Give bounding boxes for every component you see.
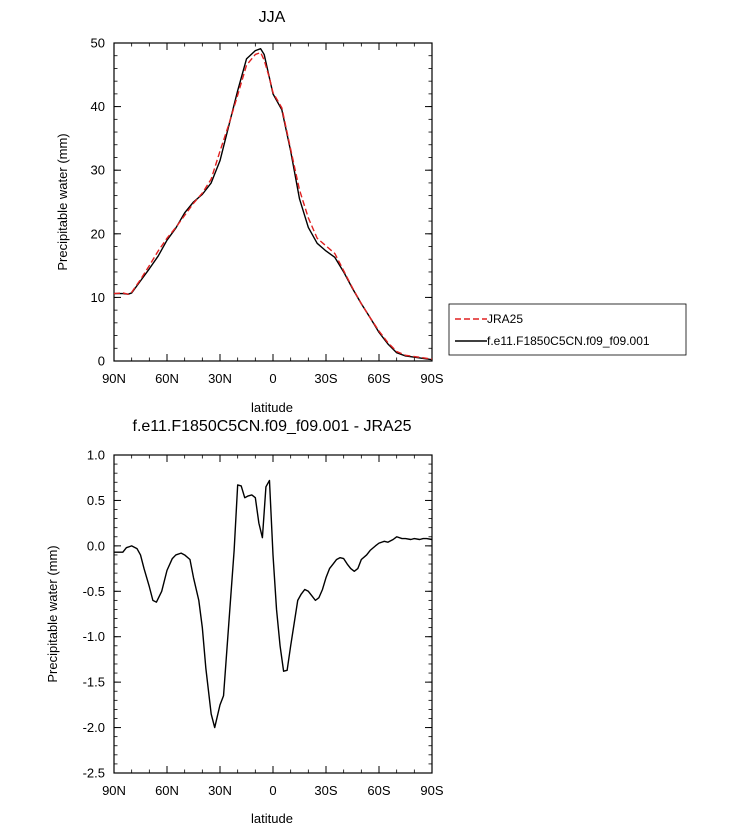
legend-label-model: f.e11.F1850C5CN.f09_f09.001 — [487, 334, 650, 348]
top-x-tick-label: 0 — [269, 371, 276, 386]
legend-box — [448, 303, 687, 356]
bottom-y-tick-label: -1.0 — [83, 629, 105, 644]
bottom-chart-title: f.e11.F1850C5CN.f09_f09.001 - JRA25 — [133, 418, 412, 435]
top-x-axis-label: latitude — [251, 400, 293, 415]
bottom-x-axis-label: latitude — [251, 811, 293, 826]
legend-label-jra25: JRA25 — [487, 312, 523, 326]
bottom-x-tick-label: 60N — [155, 783, 179, 798]
top-chart-title: JJA — [259, 9, 286, 26]
bottom-y-tick-label: 1.0 — [87, 448, 105, 463]
bottom-y-tick-label: -2.5 — [83, 766, 105, 781]
bottom-series-line-0 — [114, 479, 433, 729]
top-x-tick-label: 30S — [314, 371, 337, 386]
top-y-tick-label: 50 — [91, 36, 105, 51]
top-y-tick-label: 10 — [91, 290, 105, 305]
bottom-x-tick-label: 30S — [314, 783, 337, 798]
top-x-tick-label: 60S — [367, 371, 390, 386]
bottom-panel: f.e11.F1850C5CN.f09_f09.001 - JRA25 90N 6… — [45, 418, 444, 826]
legend: JRA25 f.e11.F1850C5CN.f09_f09.001 — [448, 303, 687, 356]
top-x-tick-label: 90S — [420, 371, 443, 386]
top-x-tick-label: 30N — [208, 371, 232, 386]
top-y-tick-label: 30 — [91, 163, 105, 178]
bottom-x-tick-label: 90N — [102, 783, 126, 798]
bottom-x-tick-label: 0 — [269, 783, 276, 798]
bottom-y-tick-label: -0.5 — [83, 584, 105, 599]
top-y-axis-label: Precipitable water (mm) — [55, 133, 70, 270]
top-panel: JJA 90N 60N 30N 0 30S 60S 90S 0 10 20 30 40 50 latit… — [55, 9, 444, 415]
bottom-x-tick-label: 30N — [208, 783, 232, 798]
top-y-tick-label: 0 — [98, 354, 105, 369]
top-x-tick-label: 60N — [155, 371, 179, 386]
top-y-tick-label: 20 — [91, 226, 105, 241]
bottom-x-tick-label: 60S — [367, 783, 390, 798]
bottom-y-tick-label: 0.5 — [87, 493, 105, 508]
top-x-tick-label: 90N — [102, 371, 126, 386]
bottom-x-tick-label: 90S — [420, 783, 443, 798]
bottom-y-tick-label: -1.5 — [83, 675, 105, 690]
top-series-line-0 — [113, 51, 433, 360]
bottom-y-tick-label: 0.0 — [87, 538, 105, 553]
top-y-tick-label: 40 — [91, 99, 105, 114]
bottom-y-axis-label: Precipitable water (mm) — [45, 545, 60, 682]
bottom-y-tick-label: -2.0 — [83, 720, 105, 735]
